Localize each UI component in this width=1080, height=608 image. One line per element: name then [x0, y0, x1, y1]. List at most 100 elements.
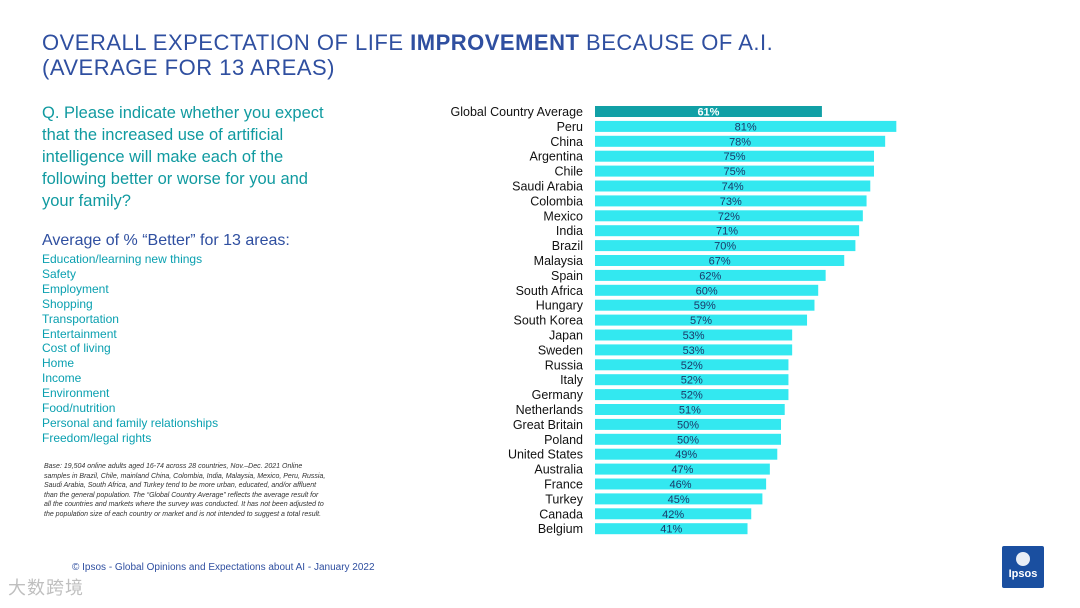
bar	[595, 240, 856, 252]
value-label: 81%	[735, 121, 757, 133]
category-label: Turkey	[545, 492, 583, 506]
bar	[595, 210, 863, 222]
area-item: Shopping	[42, 296, 93, 311]
value-label: 57%	[690, 315, 712, 327]
bar	[595, 255, 845, 266]
bar	[595, 299, 815, 311]
value-label: 71%	[716, 226, 738, 238]
bar	[595, 418, 781, 430]
value-label: 78%	[729, 136, 751, 148]
area-item: Environment	[42, 386, 110, 401]
category-label: Malaysia	[534, 254, 583, 268]
title-bold: IMPROVEMENT	[410, 30, 580, 55]
logo-text: Ipsos	[1008, 568, 1038, 580]
value-label: 70%	[714, 241, 736, 253]
area-item: Cost of living	[42, 341, 111, 356]
category-label: Colombia	[530, 194, 583, 208]
category-label: Canada	[539, 507, 583, 521]
bar-global-average	[595, 106, 822, 117]
value-label: 74%	[722, 181, 744, 193]
category-label: Hungary	[536, 299, 584, 313]
value-label: 50%	[677, 419, 699, 431]
areas-list: Education/learning new things Safety Emp…	[42, 252, 218, 446]
value-label: 47%	[671, 464, 693, 476]
value-label: 49%	[675, 449, 697, 461]
bar	[595, 165, 874, 177]
value-label: 42%	[662, 509, 684, 521]
value-label: 60%	[696, 285, 718, 297]
value-label: 52%	[681, 360, 703, 372]
value-label: 45%	[668, 494, 690, 506]
category-label: Poland	[544, 433, 583, 447]
category-label: Mexico	[543, 209, 583, 223]
category-label: Belgium	[538, 522, 583, 536]
bar	[595, 448, 778, 460]
area-item: Transportation	[42, 311, 119, 326]
bar	[595, 404, 785, 415]
category-label: Brazil	[552, 239, 583, 253]
chart-title: OVERALL EXPECTATION OF LIFE IMPROVEMENT …	[42, 30, 942, 80]
title-line2: (AVERAGE FOR 13 AREAS)	[42, 55, 336, 80]
category-label: Great Britain	[513, 418, 583, 432]
value-label: 41%	[660, 524, 682, 536]
value-label: 75%	[723, 166, 745, 178]
value-label: 53%	[683, 330, 705, 342]
area-item: Home	[42, 356, 75, 371]
category-label: Russia	[545, 358, 583, 372]
bar	[595, 523, 748, 535]
value-label: 52%	[681, 375, 703, 387]
bar	[595, 359, 789, 371]
bar	[595, 463, 770, 475]
category-label: Saudi Arabia	[512, 180, 583, 194]
category-label: France	[544, 478, 583, 492]
average-heading: Average of % “Better” for 13 areas:	[42, 232, 290, 249]
survey-question: Q. Please indicate whether you expect th…	[42, 104, 324, 210]
bar	[595, 135, 886, 147]
category-label: Germany	[532, 388, 584, 402]
ipsos-logo: Ipsos	[1002, 546, 1044, 588]
category-label: Argentina	[529, 150, 583, 164]
bar	[595, 493, 763, 505]
category-label: Chile	[555, 165, 584, 179]
bar	[595, 374, 789, 386]
area-item: Food/nutrition	[42, 401, 116, 416]
value-label: 52%	[681, 390, 703, 402]
bar	[595, 225, 860, 237]
bar	[595, 150, 874, 162]
area-item: Freedom/legal rights	[42, 430, 152, 445]
value-label: 51%	[679, 405, 701, 417]
title-part1: OVERALL EXPECTATION OF LIFE	[42, 30, 411, 55]
base-note: Base: 19,504 online adults aged 16-74 ac…	[44, 463, 326, 518]
copyright-footer: © Ipsos - Global Opinions and Expectatio…	[72, 562, 375, 573]
bar	[595, 180, 871, 192]
value-label: 75%	[723, 151, 745, 163]
value-label: 46%	[670, 479, 692, 491]
bar	[595, 314, 808, 326]
value-label: 73%	[720, 196, 742, 208]
category-label: Spain	[551, 269, 583, 283]
area-item: Personal and family relationships	[42, 415, 219, 430]
area-item: Income	[42, 371, 82, 386]
category-label: Sweden	[538, 343, 583, 357]
bar	[595, 269, 826, 281]
bar	[595, 389, 789, 401]
bar-chart: Global Country Average 61% Peru 81% China 78%…	[451, 106, 897, 536]
bar	[595, 508, 752, 520]
category-label: Italy	[560, 373, 584, 387]
category-label: Japan	[549, 329, 583, 343]
title-part2: BECAUSE OF A.I.	[579, 30, 774, 55]
bar	[595, 344, 793, 356]
category-label: South Korea	[514, 314, 584, 328]
area-item: Employment	[42, 281, 109, 296]
bar	[595, 284, 819, 296]
category-label: Peru	[557, 120, 583, 134]
area-item: Entertainment	[42, 326, 117, 341]
value-label: 53%	[683, 345, 705, 357]
value-label: 62%	[699, 270, 721, 282]
category-label: South Africa	[516, 284, 583, 298]
value-label: 61%	[697, 107, 719, 119]
area-item: Safety	[42, 266, 77, 281]
value-label: 67%	[709, 256, 731, 268]
category-label: United States	[508, 448, 583, 462]
bar	[595, 120, 897, 132]
